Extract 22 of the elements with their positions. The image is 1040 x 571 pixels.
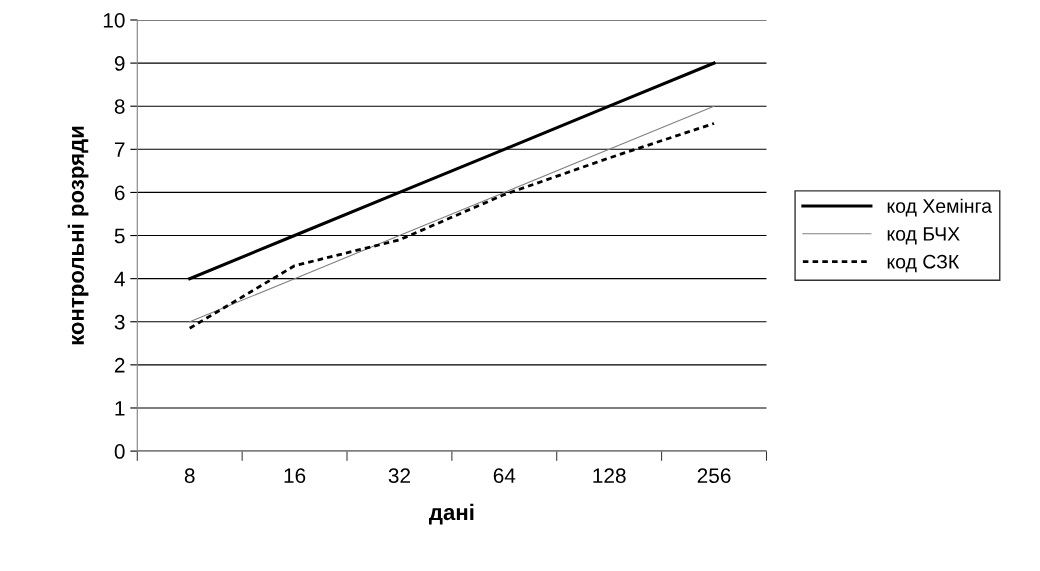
- y-tick-label: 8: [114, 99, 125, 114]
- legend-label: код Хемінга: [887, 198, 992, 217]
- y-tick-label: 2: [114, 357, 125, 373]
- x-tick-label: 8: [184, 468, 195, 484]
- x-tick-label: 32: [388, 468, 410, 484]
- y-tick-label: 10: [103, 12, 125, 28]
- y-tick-label: 1: [115, 401, 125, 416]
- x-tick-label: 128: [593, 468, 626, 484]
- legend-label: код СЗК: [887, 254, 960, 273]
- y-tick-label: 6: [114, 185, 125, 201]
- legend-label: код БЧХ: [887, 227, 960, 245]
- y-tick-label: 9: [114, 56, 125, 71]
- x-tick-label: 256: [697, 468, 731, 484]
- y-tick-label: 3: [114, 314, 125, 330]
- x-tick-label: 16: [284, 468, 306, 484]
- y-axis-title: контрольні розряди: [67, 126, 89, 345]
- y-tick-label: 7: [114, 142, 125, 157]
- y-tick-label: 0: [114, 444, 125, 459]
- x-tick-label: 64: [493, 468, 516, 484]
- y-tick-label: 5: [114, 228, 125, 244]
- x-axis-title: дані: [429, 503, 474, 525]
- y-tick-label: 4: [114, 271, 125, 287]
